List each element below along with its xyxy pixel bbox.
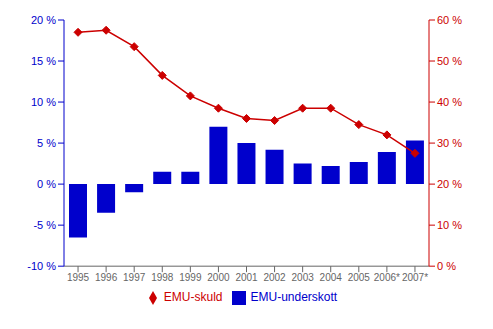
- svg-text:1999: 1999: [179, 272, 202, 283]
- svg-text:2001: 2001: [235, 272, 258, 283]
- svg-text:2002: 2002: [263, 272, 286, 283]
- svg-text:1996: 1996: [95, 272, 118, 283]
- svg-text:-10 %: -10 %: [27, 260, 56, 272]
- svg-text:2007*: 2007*: [402, 272, 428, 283]
- svg-text:2004: 2004: [320, 272, 343, 283]
- svg-text:0 %: 0 %: [37, 178, 56, 190]
- svg-text:20 %: 20 %: [437, 178, 462, 190]
- svg-text:30 %: 30 %: [437, 137, 462, 149]
- svg-text:2000: 2000: [207, 272, 230, 283]
- svg-text:2005: 2005: [348, 272, 371, 283]
- svg-text:60 %: 60 %: [437, 14, 462, 26]
- svg-text:15 %: 15 %: [31, 55, 56, 67]
- svg-text:40 %: 40 %: [437, 96, 462, 108]
- svg-text:1997: 1997: [123, 272, 146, 283]
- svg-text:50 %: 50 %: [437, 55, 462, 67]
- svg-text:5 %: 5 %: [37, 137, 56, 149]
- svg-text:10 %: 10 %: [31, 96, 56, 108]
- svg-text:10 %: 10 %: [437, 219, 462, 231]
- svg-text:1998: 1998: [151, 272, 174, 283]
- svg-text:20 %: 20 %: [31, 14, 56, 26]
- html-text:EMU-skuld: EMU-skuld: [163, 290, 223, 305]
- svg-text:1995: 1995: [67, 272, 90, 283]
- svg-text:2003: 2003: [292, 272, 315, 283]
- svg-text:2006*: 2006*: [374, 272, 400, 283]
- html-text:EMU-underskott: EMU-underskott: [250, 290, 338, 305]
- svg-text:-5 %: -5 %: [33, 219, 56, 231]
- svg-text:0 %: 0 %: [437, 260, 456, 272]
